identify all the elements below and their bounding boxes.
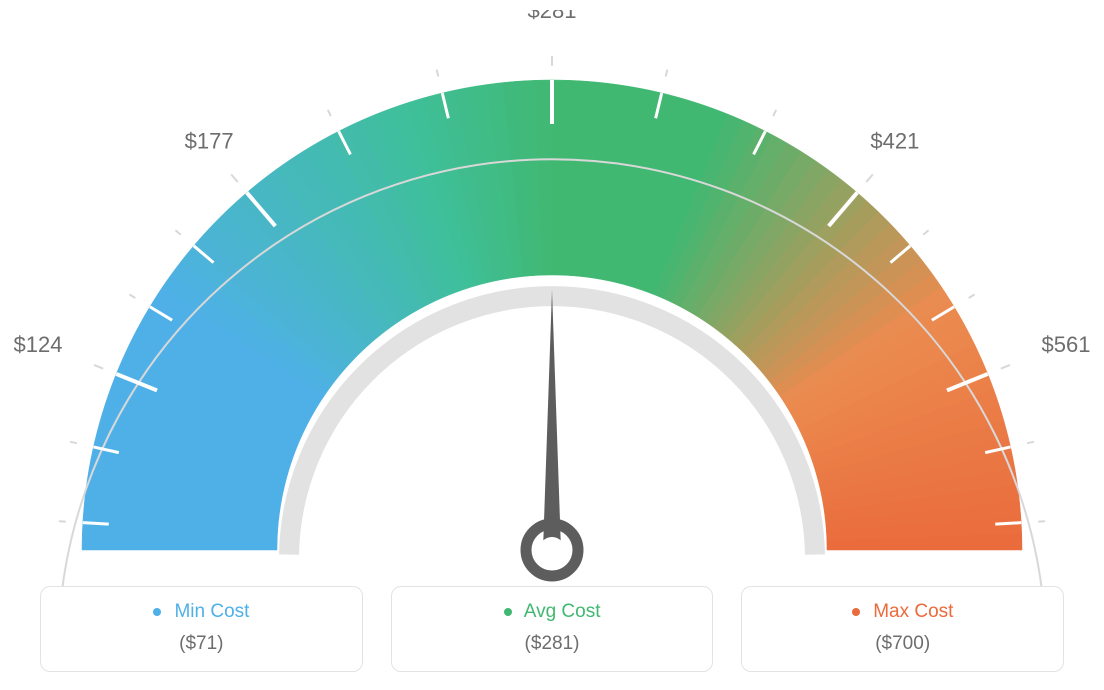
gauge-needle [543,290,561,550]
tick-label: $177 [185,129,234,154]
cost-gauge: $71$124$177$281$421$561$700 [0,10,1104,580]
legend-value-max: ($700) [742,633,1063,655]
legend-label-min: Min Cost [174,601,249,622]
legend-row: Min Cost ($71) Avg Cost ($281) Max Cost … [40,586,1064,672]
legend-label-avg: Avg Cost [524,601,601,622]
tick-label: $561 [1042,332,1091,357]
legend-title-avg: Avg Cost [392,601,713,623]
legend-value-avg: ($281) [392,633,713,655]
gauge-needle-hub-inner [539,537,565,563]
legend-value-min: ($71) [41,633,362,655]
legend-card-avg: Avg Cost ($281) [391,586,714,672]
legend-card-max: Max Cost ($700) [741,586,1064,672]
legend-title-max: Max Cost [742,601,1063,623]
legend-label-max: Max Cost [873,601,953,622]
legend-dot-avg [504,608,512,616]
legend-dot-min [153,608,161,616]
legend-title-min: Min Cost [41,601,362,623]
tick-label: $281 [528,10,577,23]
gauge-svg: $71$124$177$281$421$561$700 [0,10,1104,590]
legend-card-min: Min Cost ($71) [40,586,363,672]
tick-label: $421 [870,129,919,154]
tick-label: $124 [13,332,62,357]
legend-dot-max [852,608,860,616]
